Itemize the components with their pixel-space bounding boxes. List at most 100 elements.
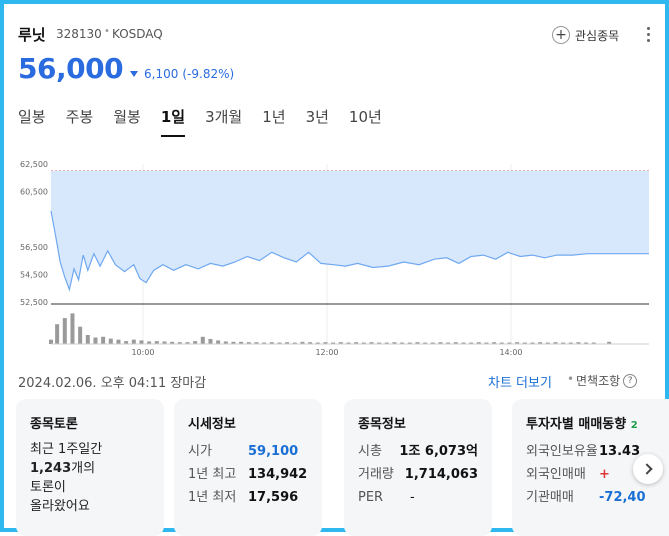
volume-bar	[400, 342, 405, 344]
disclaimer-link[interactable]: 면책조항 ?	[576, 372, 638, 389]
discussion-line3: 토론이	[30, 480, 66, 495]
volume-bar	[338, 342, 343, 344]
tab-3months[interactable]: 3개월	[205, 108, 243, 126]
tab-1year[interactable]: 1년	[262, 108, 286, 126]
disclaimer-label: 면책조항	[576, 374, 621, 388]
volume-bar	[323, 342, 328, 344]
volume-bar	[499, 342, 504, 344]
change-amount: 6,100	[144, 67, 179, 81]
volume-bar	[154, 341, 159, 344]
volume-bar	[239, 341, 244, 344]
card-title: 시세정보	[188, 417, 236, 432]
volume-bar	[101, 336, 106, 344]
tab-10years[interactable]: 10년	[348, 108, 382, 126]
volume-bar	[193, 341, 198, 344]
volume-bar	[131, 339, 136, 344]
investor-title: 투자자별 매매동향	[526, 417, 627, 432]
volume-bar	[522, 342, 527, 344]
volume-bar	[492, 342, 497, 344]
intraday-chart[interactable]: 62,500 60,500 56,500 54,500 52,500 10:00 12:00…	[18, 152, 663, 367]
stock-market: KOSDAQ	[112, 27, 163, 41]
volume-bar	[591, 342, 596, 344]
next-card-button[interactable]	[633, 454, 663, 484]
volume-bar	[85, 335, 90, 344]
favorite-label: 관심종목	[575, 28, 620, 43]
volume-bar	[530, 342, 535, 344]
row-label: 시총	[358, 444, 382, 459]
volume-bar	[62, 318, 67, 344]
discussion-count-suffix: 개의	[71, 461, 96, 476]
stock-code: 328130	[56, 27, 102, 41]
discussion-line1: 최근 1주일간	[30, 442, 103, 457]
row-value: -72,40	[599, 490, 646, 505]
tab-3years[interactable]: 3년	[305, 108, 329, 126]
row-value: 1조 6,073억	[399, 444, 478, 459]
y-tick-label: 52,500	[20, 298, 48, 307]
more-vertical-icon	[646, 26, 650, 30]
investor-badge: 2	[630, 420, 638, 431]
tab-daily[interactable]: 일봉	[18, 108, 46, 126]
y-tick-label: 56,500	[20, 243, 48, 252]
row-value: 59,100	[248, 444, 299, 459]
volume-bar	[185, 342, 190, 344]
chart-timestamp: 2024.02.06. 오후 04:11 장마감	[18, 376, 207, 391]
volume-bar	[584, 342, 589, 344]
volume-bar	[607, 341, 612, 344]
volume-bar	[285, 342, 290, 344]
volume-bar	[200, 336, 205, 344]
volume-bar	[55, 324, 60, 344]
volume-bar	[223, 341, 228, 344]
volume-bar	[124, 341, 129, 344]
volume-bar	[208, 338, 213, 344]
volume-bar	[346, 342, 351, 344]
volume-bar	[507, 342, 512, 344]
chart-more-link[interactable]: 차트 더보기	[488, 376, 552, 391]
price-line	[50, 210, 649, 292]
card-market-info[interactable]: 시세정보 시가 59,100 1년 최고 134,942 1년 최저 17,596	[174, 399, 322, 536]
market-row: 1년 최저 17,596	[188, 486, 308, 509]
volume-bar	[469, 342, 474, 344]
row-label: 1년 최고	[188, 467, 237, 482]
y-tick-label: 60,500	[20, 188, 48, 197]
market-row: 1년 최고 134,942	[188, 463, 308, 486]
row-label: PER	[358, 490, 384, 505]
row-label: 외국인보유율	[526, 444, 598, 459]
down-arrow-icon	[130, 71, 138, 77]
price-area	[51, 170, 649, 290]
volume-bar	[300, 341, 305, 344]
volume-bar	[568, 342, 573, 344]
investor-row: 외국인보유율 13.43	[526, 440, 658, 463]
volume-bar	[476, 342, 481, 344]
investor-row: 외국인매매 +	[526, 463, 658, 486]
volume-bar	[407, 342, 412, 344]
x-tick-label: 12:00	[315, 348, 338, 357]
current-price: 56,000	[18, 52, 124, 85]
volume-bar	[392, 342, 397, 344]
volume-bar	[170, 341, 175, 344]
card-stock-info[interactable]: 종목정보 시총 1조 6,073억 거래량 1,714,063 PER -	[344, 399, 492, 536]
stock-name[interactable]: 루닛	[18, 26, 46, 44]
volume-bar	[277, 342, 282, 344]
x-tick-label: 14:00	[499, 348, 522, 357]
tab-weekly[interactable]: 주봉	[65, 108, 94, 126]
row-label: 외국인매매	[526, 467, 586, 482]
price-change: 6,100 (-9.82%)	[130, 67, 234, 81]
tab-monthly[interactable]: 월봉	[113, 108, 141, 126]
card-discussion[interactable]: 종목토론 최근 1주일간 1,243개의 토론이 올라왔어요	[16, 399, 164, 536]
tab-1day[interactable]: 1일	[160, 106, 186, 137]
card-investor-trend[interactable]: 투자자별 매매동향 2 외국인보유율 13.43 외국인매매 + 기관매매 -72,4…	[512, 399, 669, 536]
volume-bar	[292, 342, 297, 344]
volume-bar	[377, 342, 382, 344]
volume-bar	[461, 342, 466, 344]
more-options-button[interactable]	[642, 24, 654, 44]
discussion-line2: 1,243개의	[30, 459, 150, 478]
volume-bar	[438, 342, 443, 344]
volume-bar	[315, 342, 320, 344]
info-row: 거래량 1,714,063	[358, 463, 478, 486]
row-label: 거래량	[358, 467, 394, 482]
volume-bar	[423, 342, 428, 344]
change-percent: (-9.82%)	[182, 67, 235, 81]
add-favorite-button[interactable]: + 관심종목	[552, 24, 619, 46]
card-title: 종목정보	[358, 417, 406, 432]
